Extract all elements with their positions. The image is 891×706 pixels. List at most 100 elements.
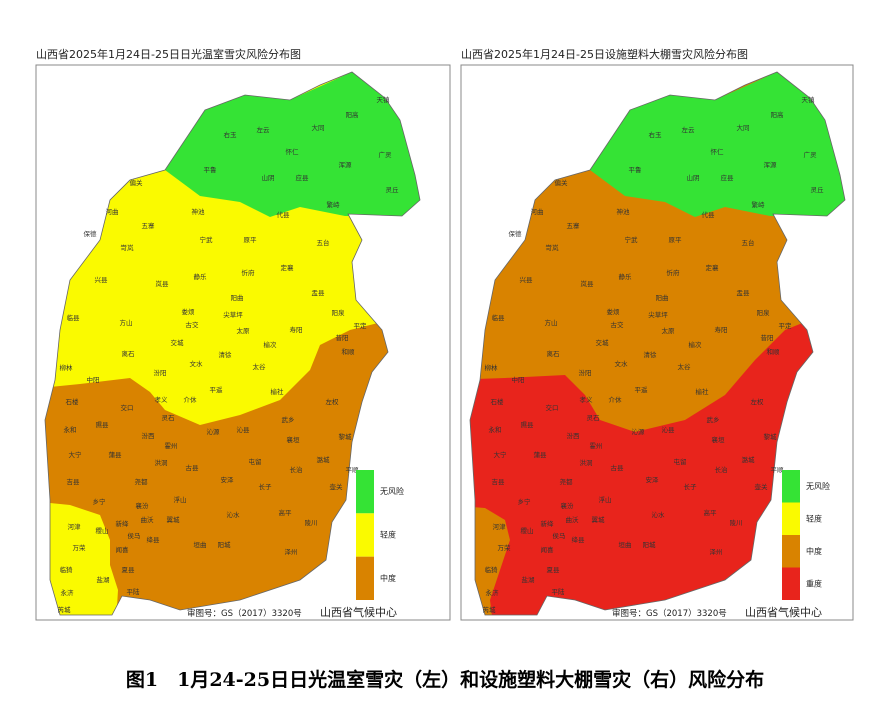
county-label: 长治 [290, 465, 304, 474]
county-label: 忻府 [242, 268, 256, 277]
county-label: 平鲁 [629, 165, 642, 174]
county-label: 平顺 [346, 466, 360, 474]
county-label: 武乡 [707, 415, 720, 424]
county-label: 盂县 [737, 289, 751, 297]
county-label: 河曲 [106, 207, 119, 216]
county-label: 兴县 [95, 275, 109, 284]
county-label: 阳高 [346, 110, 360, 119]
county-label: 平定 [354, 321, 368, 330]
county-label: 交城 [171, 338, 185, 347]
county-label: 五台 [317, 238, 330, 247]
county-label: 汾西 [567, 431, 581, 440]
county-label: 定襄 [281, 263, 295, 272]
county-label: 神池 [617, 207, 631, 216]
county-label: 吉县 [67, 478, 81, 486]
county-label: 灵丘 [811, 185, 825, 194]
county-label: 石楼 [66, 397, 80, 406]
county-label: 岢岚 [121, 244, 135, 252]
county-label: 榆次 [264, 340, 278, 349]
county-label: 沁水 [227, 510, 241, 519]
county-label: 长子 [259, 482, 273, 491]
county-label: 翼城 [592, 516, 606, 524]
legend-label: 中度 [380, 573, 396, 583]
review-number: 审图号：GS（2017）3320号 [187, 608, 302, 619]
county-label: 黎城 [764, 432, 778, 441]
county-label: 怀仁 [711, 147, 725, 156]
county-label: 阳泉 [332, 308, 346, 317]
county-label: 和顺 [342, 347, 356, 356]
county-label: 介休 [609, 395, 623, 404]
county-label: 交口 [121, 403, 134, 412]
county-label: 静乐 [194, 272, 208, 281]
county-label: 保德 [84, 229, 98, 238]
county-label: 阳曲 [231, 293, 244, 302]
legend-swatch [782, 535, 800, 568]
county-label: 沁县 [237, 425, 251, 434]
county-label: 阳城 [218, 540, 232, 549]
county-label: 万荣 [73, 543, 87, 552]
county-label: 五寨 [142, 221, 156, 230]
county-label: 寿阳 [290, 325, 303, 334]
review-number: 审图号：GS（2017）3320号 [612, 608, 727, 619]
county-label: 灵石 [162, 414, 176, 422]
county-label: 河津 [68, 523, 82, 531]
county-label: 代县 [702, 210, 716, 219]
county-label: 浮山 [174, 495, 187, 504]
risk-region [590, 72, 845, 217]
county-label: 尧都 [135, 477, 149, 486]
county-label: 汾阳 [579, 368, 592, 377]
county-label: 代县 [277, 210, 291, 219]
county-label: 临猗 [485, 565, 499, 574]
county-label: 黎城 [339, 432, 353, 441]
county-label: 太原 [237, 326, 251, 335]
county-label: 山阴 [262, 173, 275, 182]
county-label: 广灵 [379, 150, 393, 159]
county-label: 大宁 [69, 450, 83, 459]
legend-label: 轻度 [380, 530, 396, 540]
county-label: 临县 [67, 313, 81, 322]
county-label: 沁源 [207, 427, 221, 436]
county-label: 高平 [704, 508, 718, 517]
county-label: 浑源 [339, 160, 353, 169]
county-label: 洪洞 [580, 458, 594, 467]
risk-region [470, 505, 510, 615]
county-label: 偏关 [130, 178, 144, 187]
county-label: 太谷 [678, 362, 692, 371]
county-label: 大同 [312, 123, 325, 132]
producer: 山西省气候中心 [745, 605, 822, 619]
county-label: 繁峙 [327, 200, 341, 209]
county-label: 汾西 [142, 431, 156, 440]
county-label: 蒲县 [534, 450, 548, 459]
right-map-title: 山西省2025年1月24日-25日设施塑料大棚雪灾风险分布图 [461, 47, 748, 61]
county-label: 稷山 [96, 526, 109, 535]
county-label: 吉县 [492, 478, 506, 486]
county-label: 霍州 [165, 442, 178, 450]
county-label: 武乡 [282, 415, 295, 424]
county-label: 夏县 [547, 566, 561, 574]
county-label: 盂县 [312, 289, 326, 297]
county-label: 芮城 [58, 605, 72, 614]
county-label: 永和 [489, 425, 502, 434]
county-label: 垣曲 [619, 540, 632, 549]
county-label: 临县 [492, 313, 506, 322]
county-label: 太谷 [253, 362, 267, 371]
county-label: 宁武 [200, 235, 214, 244]
county-label: 左云 [682, 125, 696, 134]
county-label: 绛县 [147, 535, 161, 544]
county-label: 尖草坪 [648, 310, 668, 319]
legend-swatch [356, 556, 374, 600]
county-label: 屯留 [674, 457, 687, 466]
county-label: 平定 [779, 321, 793, 330]
county-label: 离石 [547, 349, 561, 358]
county-label: 方山 [120, 318, 133, 327]
county-label: 岚县 [581, 280, 595, 288]
legend-label: 中度 [806, 546, 822, 556]
county-label: 汾阳 [154, 368, 167, 377]
county-label: 陵川 [305, 518, 318, 527]
county-label: 平顺 [771, 466, 785, 474]
county-label: 广灵 [804, 150, 818, 159]
province-outline [469, 71, 846, 616]
county-label: 绛县 [572, 535, 586, 544]
county-label: 左权 [326, 397, 340, 406]
